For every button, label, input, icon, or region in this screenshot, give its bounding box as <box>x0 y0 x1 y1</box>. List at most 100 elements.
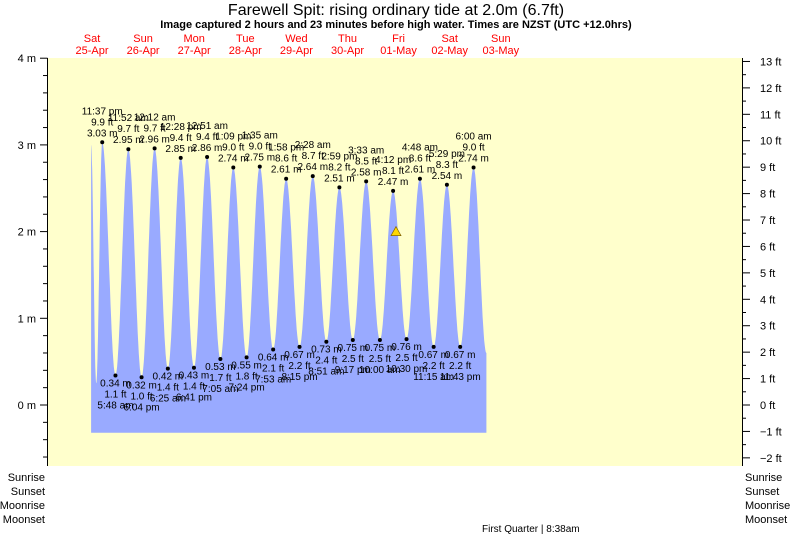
low-tide-time: 7:53 am <box>255 375 291 386</box>
low-tide-ft: 2.2 ft <box>423 361 445 372</box>
low-tide-ft: 1.4 ft <box>183 382 205 393</box>
high-tide-m: 2.61 m <box>271 165 302 176</box>
footer-left-moonrise: Moonrise <box>0 500 45 512</box>
footer-left-sunrise: Sunrise <box>8 472 45 484</box>
day-label-date: 29-Apr <box>280 45 313 57</box>
low-tide-m: 0.43 m <box>179 371 210 382</box>
moon-phase-label: First Quarter | 8:38am <box>482 524 580 535</box>
high-tide-point <box>364 179 369 184</box>
day-label-date: 02-May <box>431 45 468 57</box>
low-tide-ft: 1.7 ft <box>209 373 231 384</box>
day-labels: Sat25-AprSun26-AprMon27-AprTue28-AprWed2… <box>75 33 519 57</box>
high-tide-point <box>178 155 183 160</box>
day-label-dow: Fri <box>392 33 405 45</box>
low-tide-m: 0.75 m <box>365 343 396 354</box>
low-tide-m: 0.42 m <box>153 372 184 383</box>
footer-right-moonset: Moonset <box>745 514 787 526</box>
day-label-date: 25-Apr <box>75 45 108 57</box>
low-tide-ft: 2.2 ft <box>288 361 310 372</box>
high-tide-time: 1:35 am <box>242 131 278 142</box>
high-tide-time: 5:29 pm <box>429 149 465 160</box>
day-label-date: 03-May <box>482 45 519 57</box>
low-tide-time: 10:30 pm <box>386 364 428 375</box>
high-tide-ft: 8.2 ft <box>328 162 350 173</box>
low-tide-point <box>458 344 463 349</box>
low-tide-ft: 2.5 ft <box>342 354 364 365</box>
high-tide-point <box>205 155 210 160</box>
high-tide-m: 2.61 m <box>405 165 436 176</box>
footer-left-labels: Sunrise Sunset Moonrise Moonset <box>0 472 45 526</box>
high-tide-time: 3:33 am <box>348 145 384 156</box>
right-tick-label: 13 ft <box>760 56 781 68</box>
high-tide-ft: 8.7 ft <box>302 151 324 162</box>
high-tide-m: 2.74 m <box>458 153 489 164</box>
low-tide-ft: 1.4 ft <box>157 383 179 394</box>
high-tide-ft: 8.5 ft <box>355 156 377 167</box>
left-tick-label: 1 m <box>18 313 36 325</box>
high-tide-ft: 9.0 ft <box>222 142 244 153</box>
right-tick-label: 2 ft <box>760 347 775 359</box>
current-tide-triangle <box>390 225 402 236</box>
high-tide-time: 1:58 pm <box>268 143 304 154</box>
high-tide-m: 2.58 m <box>351 167 382 178</box>
right-tick-label: 12 ft <box>760 83 781 95</box>
high-tide-m: 2.47 m <box>378 177 409 188</box>
low-tide-time: 11:43 pm <box>440 372 481 383</box>
high-tide-point <box>100 140 105 145</box>
high-tide-ft: 8.6 ft <box>409 154 431 165</box>
high-tide-point <box>257 164 262 169</box>
high-tide-ft: 8.6 ft <box>275 154 297 165</box>
high-tide-time: 2:28 am <box>295 140 331 151</box>
high-tide-time: 6:00 am <box>456 131 492 142</box>
right-tick-label: −1 ft <box>760 426 782 438</box>
low-tide-ft: 2.4 ft <box>315 356 337 367</box>
footer-right-sunrise: Sunrise <box>745 472 782 484</box>
low-tide-time: 7:05 am <box>202 384 238 395</box>
high-tide-time: 1:09 pm <box>215 131 251 142</box>
high-tide-time: 4:12 pm <box>375 155 411 166</box>
high-tide-time: 12:28 pm <box>160 122 202 133</box>
low-tide-point <box>324 339 329 344</box>
low-tide-time: 6:04 pm <box>124 402 160 413</box>
chart-title: Farewell Spit: rising ordinary tide at 2… <box>228 2 564 19</box>
right-tick-label: −2 ft <box>760 453 782 465</box>
high-tide-ft: 9.7 ft <box>117 124 139 135</box>
footer-right-labels: Sunrise Sunset Moonrise Moonset <box>745 472 790 526</box>
footer-right-moonrise: Moonrise <box>745 500 790 512</box>
high-tide-ft: 9.4 ft <box>196 132 218 143</box>
high-tide-point <box>337 185 342 190</box>
low-tide-m: 0.73 m <box>311 345 342 356</box>
low-tide-time: 6:25 am <box>150 394 186 405</box>
high-tide-m: 2.75 m <box>244 153 275 164</box>
day-label-date: 30-Apr <box>331 45 364 57</box>
day-label-dow: Thu <box>338 33 357 45</box>
high-tide-m: 2.95 m <box>113 135 144 146</box>
high-tide-m: 2.85 m <box>165 144 196 155</box>
high-tide-point <box>391 188 396 193</box>
high-tide-time: 12:12 am <box>134 112 176 123</box>
low-tide-m: 0.55 m <box>231 360 262 371</box>
right-tick-label: 5 ft <box>760 268 775 280</box>
axes: 4 m 3 m 2 m 1 m 0 m 13 ft 12 ft 11 ft 10 ft 9 ft 8… <box>18 53 782 466</box>
day-label-dow: Tue <box>236 33 255 45</box>
left-tick-label: 0 m <box>18 400 36 412</box>
low-tide-point <box>244 355 249 360</box>
footer-left-moonset: Moonset <box>3 514 45 526</box>
low-tide-point <box>404 337 409 342</box>
high-tide-ft: 9.0 ft <box>462 142 484 153</box>
low-tide-m: 0.67 m <box>284 350 315 361</box>
low-tide-m: 0.34 m <box>100 379 131 390</box>
low-tide-m: 0.75 m <box>338 343 369 354</box>
right-tick-label: 10 ft <box>760 136 781 148</box>
low-tide-point <box>191 365 196 370</box>
low-tide-m: 0.67 m <box>418 350 449 361</box>
low-tide-time: 7:24 pm <box>229 382 265 393</box>
day-label-dow: Mon <box>183 33 204 45</box>
right-tick-label: 4 ft <box>760 294 775 306</box>
high-tide-ft: 9.0 ft <box>249 142 271 153</box>
day-label-date: 28-Apr <box>229 45 262 57</box>
left-tick-label: 3 m <box>18 140 36 152</box>
current-tide-marker <box>390 225 402 236</box>
low-tide-m: 0.53 m <box>205 362 236 373</box>
day-label-dow: Sat <box>441 33 458 45</box>
